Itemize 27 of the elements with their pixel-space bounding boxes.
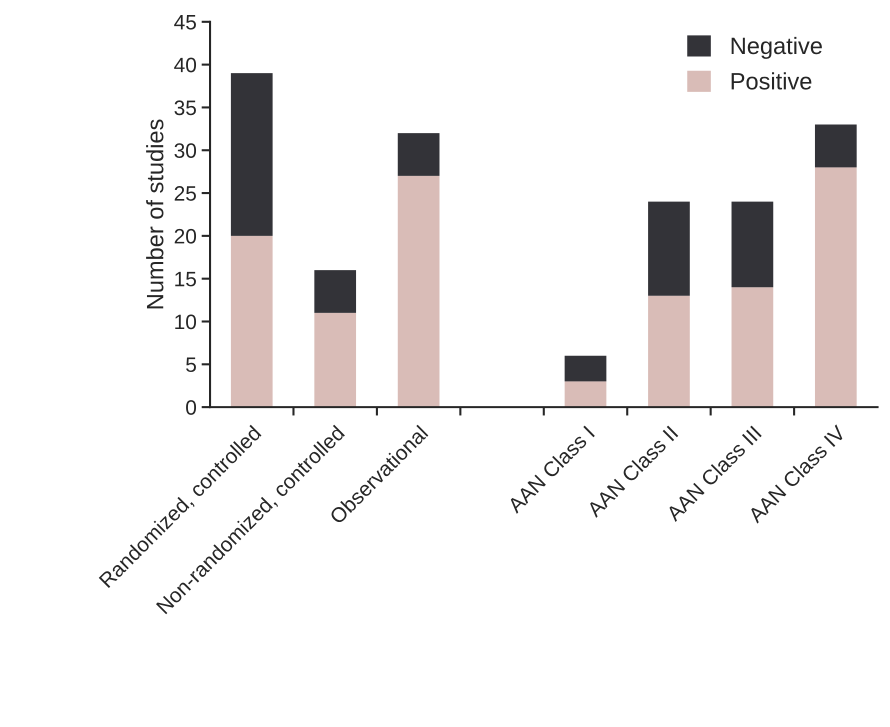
y-tick-label: 0 [186,400,196,415]
bar [564,356,606,382]
bar [814,124,857,168]
bar [230,236,273,408]
y-tick-label: 20 [174,228,196,244]
bar [230,73,273,236]
y-tick-label: 25 [174,186,196,201]
bar [398,133,440,176]
bar [314,312,356,408]
y-axis-title: Number of studies [146,120,164,308]
y-tick-label: 35 [174,100,196,116]
bar [732,202,774,288]
bar [648,202,690,296]
y-tick-label: 45 [174,15,196,30]
legend-label: Positive [732,72,812,90]
bar [732,287,774,408]
bar [314,270,356,313]
y-tick-label: 30 [174,143,196,158]
y-tick-label: 5 [186,358,196,372]
legend-label: Negative [732,36,822,59]
bar [814,167,857,408]
y-tick-label: 40 [174,58,196,72]
bar [648,296,690,408]
y-tick-label: 15 [175,272,196,286]
bar [398,176,440,408]
bar [564,381,606,408]
y-tick-label: 10 [175,314,196,330]
